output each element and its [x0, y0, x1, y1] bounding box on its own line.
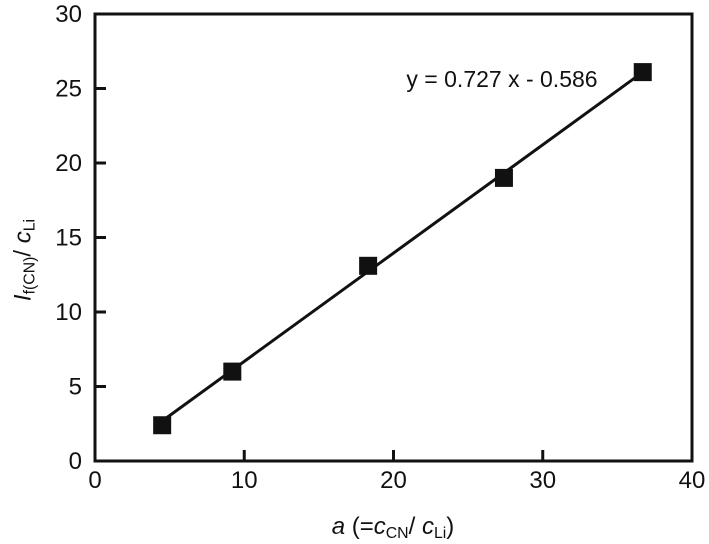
x-tick-label: 0: [88, 467, 101, 494]
data-point: [494, 168, 513, 187]
data-point: [153, 416, 172, 435]
y-tick-label: 0: [69, 448, 82, 475]
y-tick-label: 20: [55, 150, 82, 177]
y-tick-label: 25: [55, 76, 82, 103]
axis-title-segment: f(CN): [21, 256, 39, 295]
axis-title-segment: a: [331, 513, 346, 540]
x-tick-label: 30: [529, 467, 556, 494]
equation-annotation: y = 0.727 x - 0.586: [406, 66, 597, 92]
axis-title-segment: c: [421, 513, 434, 540]
data-point: [359, 256, 378, 275]
axis-title-segment: I: [9, 294, 37, 302]
axis-title-segment: ): [446, 513, 455, 540]
data-point: [633, 63, 652, 82]
y-tick-label: 5: [69, 374, 82, 401]
fit-line: [161, 70, 644, 423]
axis-title-segment: /: [408, 513, 422, 540]
x-axis-title: a (=cCN/ cLi): [332, 512, 455, 544]
x-tick-label: 20: [380, 467, 407, 494]
axis-title-segment: Li: [21, 218, 39, 232]
axis-title-segment: CN: [385, 524, 409, 542]
x-tick-label: 10: [231, 467, 258, 494]
y-tick-label: 30: [55, 1, 82, 28]
chart-layer: 0 10 20 30 40 0 5 10 15 20 25 30: [55, 1, 705, 494]
plot-border: [93, 12, 694, 463]
y-tick-label: 15: [55, 225, 82, 252]
axis-title-segment: Li: [433, 524, 447, 542]
axis-title-segment: (=: [345, 513, 374, 540]
data-point: [223, 362, 242, 381]
axis-title-segment: c: [373, 513, 386, 540]
y-axis-title: If(CN)/ cLi: [9, 219, 42, 301]
y-tick-label: 10: [55, 299, 82, 326]
axis-title-segment: c: [9, 231, 37, 244]
axis-title-segment: /: [9, 243, 37, 257]
x-tick-label: 40: [679, 467, 706, 494]
